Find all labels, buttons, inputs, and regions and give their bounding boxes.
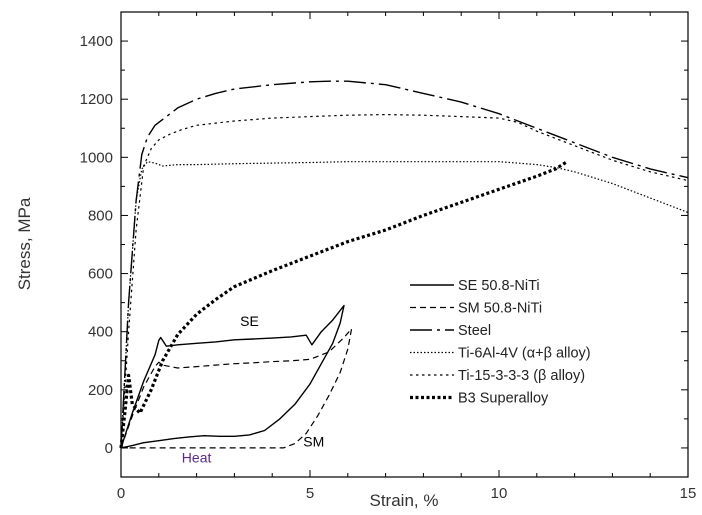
y-tick-label: 1000 — [80, 149, 113, 166]
series-line-1 — [120, 304, 345, 449]
x-tick-label: 10 — [491, 485, 508, 502]
series-line-4 — [120, 161, 689, 448]
x-axis-label: Strain, % — [370, 491, 439, 510]
series-line-3 — [120, 80, 689, 448]
series-line-2 — [120, 328, 353, 449]
series-layer — [119, 80, 689, 449]
y-tick-label: 800 — [88, 207, 113, 224]
legend-label-2: SM 50.8-NiTi — [458, 301, 542, 317]
legend-label-1: SE 50.8-NiTi — [458, 278, 540, 294]
ticks-layer: 0 5 10 15 0 200 400 600 800 1000 1200 1400 — [80, 12, 697, 502]
legend-label-5: Ti-15-3-3-3 (β alloy) — [458, 368, 585, 384]
x-tick-label: 15 — [680, 485, 697, 502]
x-tick-label: 5 — [306, 485, 314, 502]
annotation-heat: Heat — [182, 449, 212, 465]
y-tick-label: 1400 — [80, 33, 113, 50]
legend-label-4: Ti-6Al-4V (α+β alloy) — [458, 346, 591, 362]
y-tick-label: 400 — [88, 324, 113, 341]
legend-label-3: Steel — [458, 323, 491, 339]
x-tick-label: 0 — [117, 485, 125, 502]
series-line-6 — [119, 160, 568, 449]
y-tick-label: 1200 — [80, 91, 113, 108]
y-axis-label: Stress, MPa — [15, 197, 34, 290]
annotation-se: SE — [240, 313, 259, 329]
annotation-sm: SM — [303, 433, 324, 449]
y-tick-label: 200 — [88, 382, 113, 399]
annotation-layer: SE SM Heat — [182, 313, 324, 466]
legend-label-6: B3 Superalloy — [458, 391, 549, 407]
series-line-5 — [120, 114, 689, 448]
y-tick-label: 0 — [105, 440, 113, 457]
legend: SE 50.8-NiTi SM 50.8-NiTi Steel Ti-6Al-4V (… — [410, 278, 591, 407]
y-tick-label: 600 — [88, 266, 113, 283]
